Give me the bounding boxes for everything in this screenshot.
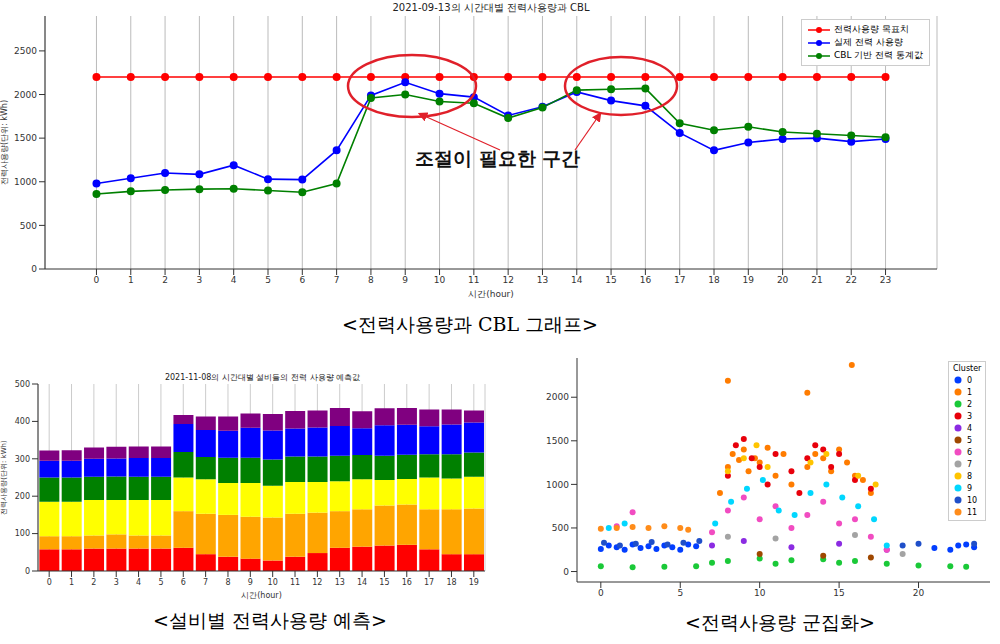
html-text:0: 0 xyxy=(967,375,973,385)
svg-text:400: 400 xyxy=(15,417,30,426)
svg-text:5: 5 xyxy=(677,588,683,598)
svg-text:1000: 1000 xyxy=(546,480,569,490)
svg-text:0: 0 xyxy=(598,588,604,598)
html-text:4: 4 xyxy=(967,423,973,433)
svg-text:12: 12 xyxy=(312,578,322,587)
html-text:전력사용량 목표치: 전력사용량 목표치 xyxy=(833,24,909,34)
svg-text:13: 13 xyxy=(335,578,345,587)
svg-text:6: 6 xyxy=(181,578,186,587)
html-text:8: 8 xyxy=(967,471,973,481)
svg-text:18: 18 xyxy=(446,578,456,587)
html-text:2021-11-08의 시간대별 설비들의 전력 사용량 예: 2021-11-08의 시간대별 설비들의 전력 사용량 예측값 xyxy=(164,373,361,382)
svg-text:20: 20 xyxy=(913,588,925,598)
svg-text:시간(hour): 시간(hour) xyxy=(241,591,282,600)
html-text:실제 전력 사용량: 실제 전력 사용량 xyxy=(833,37,903,47)
svg-text:3: 3 xyxy=(197,275,203,285)
svg-text:16: 16 xyxy=(640,275,652,285)
svg-text:13: 13 xyxy=(537,275,548,285)
svg-text:0: 0 xyxy=(47,578,52,587)
html-text:Cluster: Cluster xyxy=(953,364,982,373)
svg-text:전력사용량(단위: kWh): 전력사용량(단위: kWh) xyxy=(8,100,9,185)
svg-text:500: 500 xyxy=(552,523,569,533)
svg-text:16: 16 xyxy=(402,578,412,587)
svg-text:20: 20 xyxy=(777,275,789,285)
svg-text:19: 19 xyxy=(469,578,479,587)
svg-text:22: 22 xyxy=(846,275,857,285)
svg-text:2500: 2500 xyxy=(14,46,37,56)
svg-text:7: 7 xyxy=(334,275,340,285)
svg-text:1000: 1000 xyxy=(14,177,37,187)
svg-text:8: 8 xyxy=(368,275,374,285)
svg-text:5: 5 xyxy=(158,578,163,587)
svg-text:10: 10 xyxy=(754,588,766,598)
svg-text:9: 9 xyxy=(248,578,253,587)
svg-text:500: 500 xyxy=(15,380,30,389)
svg-text:11: 11 xyxy=(468,275,479,285)
svg-text:1: 1 xyxy=(69,578,74,587)
svg-text:0: 0 xyxy=(25,567,30,576)
svg-text:500: 500 xyxy=(20,221,37,231)
html-text:9: 9 xyxy=(967,483,973,493)
svg-text:6: 6 xyxy=(299,275,305,285)
svg-text:1500: 1500 xyxy=(14,133,37,143)
svg-text:19: 19 xyxy=(743,275,755,285)
html-text:<전력사용량과 CBL 그래프>: <전력사용량과 CBL 그래프> xyxy=(342,313,598,335)
svg-text:2: 2 xyxy=(162,275,168,285)
svg-text:4: 4 xyxy=(231,275,237,285)
svg-text:15: 15 xyxy=(379,578,389,587)
svg-text:21: 21 xyxy=(811,275,822,285)
svg-text:200: 200 xyxy=(15,492,30,501)
svg-text:12: 12 xyxy=(502,275,513,285)
svg-text:0: 0 xyxy=(563,567,569,577)
svg-text:0: 0 xyxy=(31,264,37,274)
svg-text:2: 2 xyxy=(91,578,96,587)
html-text:<설비별 전력사용량 예측>: <설비별 전력사용량 예측> xyxy=(153,609,387,631)
svg-text:300: 300 xyxy=(15,455,30,464)
html-text:<전력사용량 군집화>: <전력사용량 군집화> xyxy=(685,611,875,633)
html-text:10: 10 xyxy=(967,495,978,505)
html-text:2: 2 xyxy=(967,399,973,409)
svg-text:8: 8 xyxy=(225,578,230,587)
svg-text:10: 10 xyxy=(434,275,446,285)
svg-text:2000: 2000 xyxy=(546,392,569,402)
html-text:조절이 필요한 구간: 조절이 필요한 구간 xyxy=(415,147,581,169)
html-text:5: 5 xyxy=(967,435,973,445)
html-text:11: 11 xyxy=(967,507,978,517)
html-text:3: 3 xyxy=(967,411,973,421)
svg-text:1: 1 xyxy=(128,275,134,285)
svg-text:시간(hour): 시간(hour) xyxy=(468,289,514,299)
svg-text:1500: 1500 xyxy=(546,436,569,446)
svg-text:15: 15 xyxy=(605,275,616,285)
svg-text:9: 9 xyxy=(402,275,408,285)
svg-text:14: 14 xyxy=(571,275,583,285)
html-text:2021-09-13의 시간대별 전력사용량과 CBL: 2021-09-13의 시간대별 전력사용량과 CBL xyxy=(392,2,590,13)
svg-text:17: 17 xyxy=(674,275,685,285)
svg-text:14: 14 xyxy=(357,578,367,587)
svg-text:0: 0 xyxy=(94,275,100,285)
svg-text:23: 23 xyxy=(880,275,891,285)
html-text:CBL 기반 전력 통계값: CBL 기반 전력 통계값 xyxy=(833,50,923,60)
svg-text:전력사용량(단위: kWh): 전력사용량(단위: kWh) xyxy=(8,440,9,515)
svg-text:3: 3 xyxy=(114,578,119,587)
svg-text:10: 10 xyxy=(268,578,278,587)
svg-text:17: 17 xyxy=(424,578,434,587)
html-text:7: 7 xyxy=(967,459,973,469)
svg-text:5: 5 xyxy=(265,275,271,285)
svg-text:11: 11 xyxy=(290,578,300,587)
svg-text:15: 15 xyxy=(833,588,844,598)
svg-text:100: 100 xyxy=(15,529,30,538)
svg-text:4: 4 xyxy=(136,578,141,587)
html-text:1: 1 xyxy=(967,387,973,397)
svg-text:7: 7 xyxy=(203,578,208,587)
html-text:6: 6 xyxy=(967,447,973,457)
svg-text:18: 18 xyxy=(708,275,720,285)
svg-text:2000: 2000 xyxy=(14,90,37,100)
